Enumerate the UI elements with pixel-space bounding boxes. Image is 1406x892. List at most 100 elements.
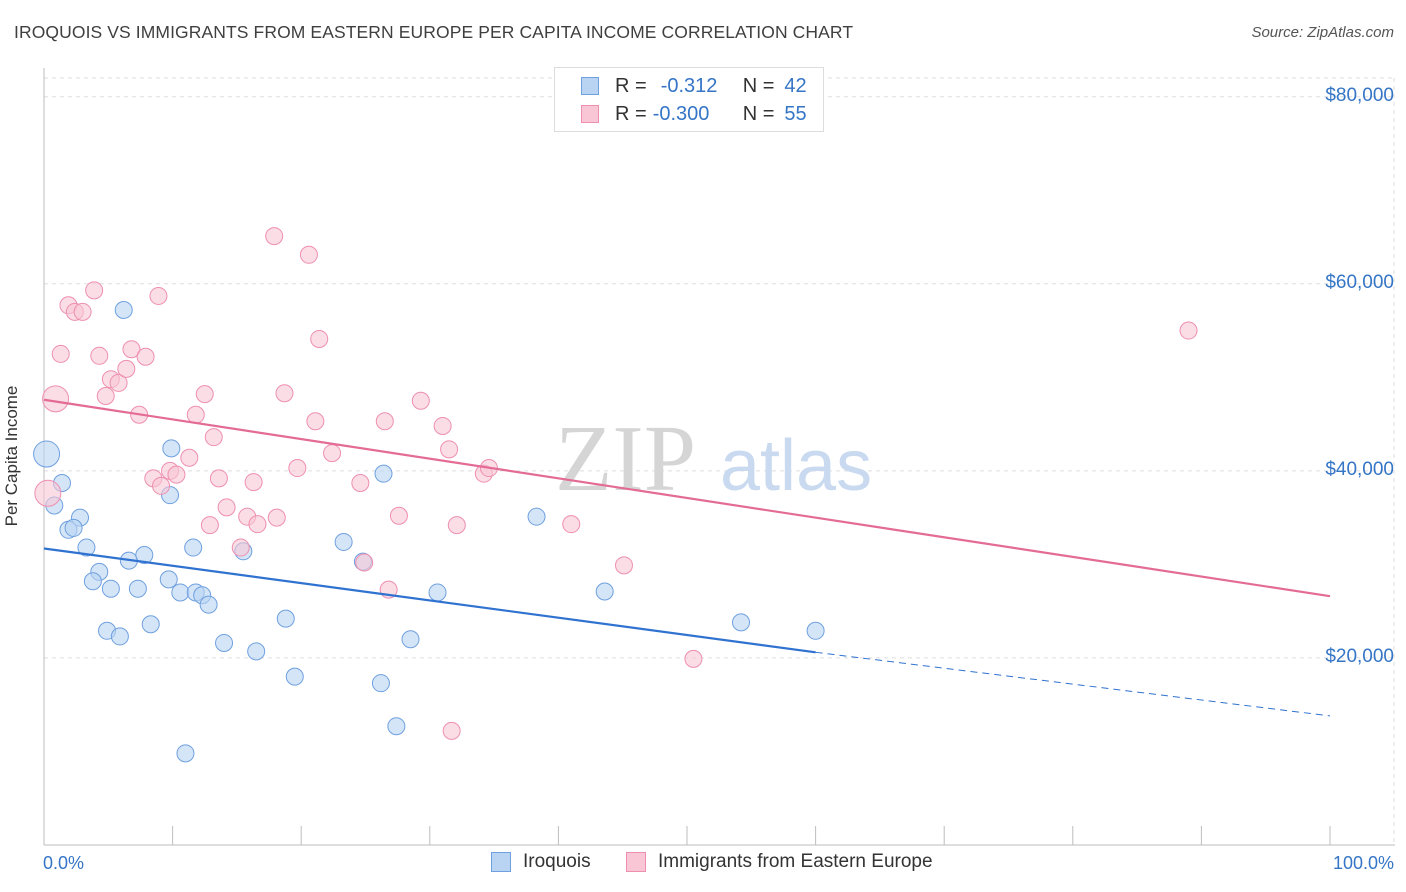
immigrants-point bbox=[323, 444, 342, 463]
r-label: R = bbox=[615, 102, 647, 125]
immigrants-point bbox=[231, 538, 250, 557]
y-tick-label: $80,000 bbox=[1325, 84, 1394, 106]
immigrants-point bbox=[310, 329, 329, 348]
iroquois-point bbox=[159, 570, 178, 589]
immigrants-point bbox=[85, 281, 104, 300]
immigrants-point bbox=[167, 465, 186, 484]
immigrants-point bbox=[217, 498, 236, 517]
iroquois-point bbox=[114, 300, 133, 319]
stats-row-immigrants: R = -0.300 N = 55 bbox=[555, 100, 807, 128]
immigrants-point bbox=[96, 387, 115, 406]
watermark: ZIP atlas bbox=[555, 407, 872, 511]
immigrants-trend-line bbox=[43, 398, 1331, 598]
iroquois-point bbox=[33, 440, 61, 468]
iroquois-point bbox=[374, 464, 393, 483]
immigrants-point bbox=[411, 391, 430, 410]
iroquois-point bbox=[527, 507, 546, 526]
y-tick-label: $20,000 bbox=[1325, 645, 1394, 667]
immigrants-point bbox=[614, 556, 633, 575]
iroquois-point bbox=[428, 583, 447, 602]
iroquois-point bbox=[128, 579, 147, 598]
x-tick-label-max: 100.0% bbox=[1332, 853, 1394, 873]
y-tick-label: $60,000 bbox=[1325, 271, 1394, 293]
iroquois-point bbox=[595, 582, 614, 601]
iroquois-point bbox=[401, 630, 420, 649]
immigrants-point bbox=[90, 346, 109, 365]
immigrants-point bbox=[34, 479, 62, 507]
immigrants-point bbox=[186, 405, 205, 424]
immigrants-point bbox=[195, 385, 214, 404]
stats-row-iroquois: R = -0.312 N = 42 bbox=[555, 72, 807, 100]
immigrants-point bbox=[51, 344, 70, 363]
iroquois-point bbox=[110, 627, 129, 646]
iroquois-swatch bbox=[581, 77, 599, 95]
immigrants-point bbox=[200, 516, 219, 535]
data-points bbox=[33, 227, 1198, 763]
immigrants-point bbox=[267, 508, 286, 527]
immigrants-point bbox=[136, 347, 155, 366]
iroquois-point bbox=[77, 538, 96, 557]
watermark-atlas: atlas bbox=[720, 426, 872, 506]
immigrants-point bbox=[248, 515, 267, 534]
immigrants-point bbox=[447, 516, 466, 535]
immigrants-point bbox=[442, 721, 461, 740]
immigrants-point bbox=[117, 359, 136, 378]
iroquois-trend-extension bbox=[815, 651, 1331, 717]
immigrants-point bbox=[299, 245, 318, 264]
immigrants-point bbox=[389, 506, 408, 525]
x-tick-label-min: 0.0% bbox=[43, 853, 85, 873]
y-axis-label: Per Capita Income bbox=[2, 385, 21, 527]
immigrants-point bbox=[433, 416, 452, 435]
watermark-zip: ZIP bbox=[555, 407, 696, 511]
r-value: -0.312 bbox=[660, 74, 718, 97]
immigrants-point bbox=[42, 385, 70, 413]
immigrants-point bbox=[244, 473, 263, 492]
legend-label: Immigrants from Eastern Europe bbox=[658, 851, 933, 872]
iroquois-point bbox=[285, 667, 304, 686]
immigrants-point bbox=[355, 553, 374, 572]
immigrants-point bbox=[152, 476, 171, 495]
n-label: N = bbox=[742, 74, 775, 97]
n-label: N = bbox=[742, 102, 775, 125]
immigrants-point bbox=[306, 412, 325, 431]
iroquois-point bbox=[171, 583, 190, 602]
iroquois-point bbox=[162, 439, 181, 458]
immigrants-point bbox=[265, 227, 284, 246]
chart-source: Source: ZipAtlas.com bbox=[1251, 24, 1394, 41]
legend-item-immigrants[interactable]: Immigrants from Eastern Europe bbox=[626, 851, 933, 873]
legend-item-iroquois[interactable]: Iroquois bbox=[491, 851, 591, 873]
iroquois-point bbox=[135, 546, 154, 565]
immigrants-point bbox=[149, 286, 168, 305]
y-tick-label: $40,000 bbox=[1325, 458, 1394, 480]
immigrants-swatch bbox=[626, 852, 646, 872]
iroquois-point bbox=[199, 595, 218, 614]
iroquois-point bbox=[184, 538, 203, 557]
iroquois-swatch bbox=[491, 852, 511, 872]
iroquois-point bbox=[276, 609, 295, 628]
iroquois-point bbox=[334, 532, 353, 551]
immigrants-point bbox=[209, 469, 228, 488]
immigrants-swatch bbox=[581, 105, 599, 123]
iroquois-point bbox=[806, 621, 825, 640]
n-value: 42 bbox=[784, 74, 807, 97]
immigrants-point bbox=[351, 474, 370, 493]
immigrants-point bbox=[180, 448, 199, 467]
iroquois-point bbox=[64, 518, 83, 537]
immigrants-point bbox=[73, 302, 92, 321]
iroquois-point bbox=[83, 572, 102, 591]
series-legend: Iroquois Immigrants from Eastern Europe bbox=[0, 851, 1406, 879]
iroquois-point bbox=[387, 717, 406, 736]
r-value: -0.300 bbox=[652, 102, 710, 125]
immigrants-point bbox=[122, 340, 141, 359]
immigrants-point bbox=[562, 515, 581, 534]
immigrants-point bbox=[275, 384, 294, 403]
immigrants-point bbox=[684, 649, 703, 668]
iroquois-point bbox=[732, 613, 751, 632]
immigrants-point bbox=[109, 373, 128, 392]
chart-title: IROQUOIS VS IMMIGRANTS FROM EASTERN EURO… bbox=[14, 22, 854, 42]
iroquois-point bbox=[101, 579, 120, 598]
iroquois-point bbox=[176, 744, 195, 763]
legend-label: Iroquois bbox=[523, 851, 591, 872]
r-label: R = bbox=[615, 74, 647, 97]
iroquois-trend-line bbox=[43, 547, 816, 654]
